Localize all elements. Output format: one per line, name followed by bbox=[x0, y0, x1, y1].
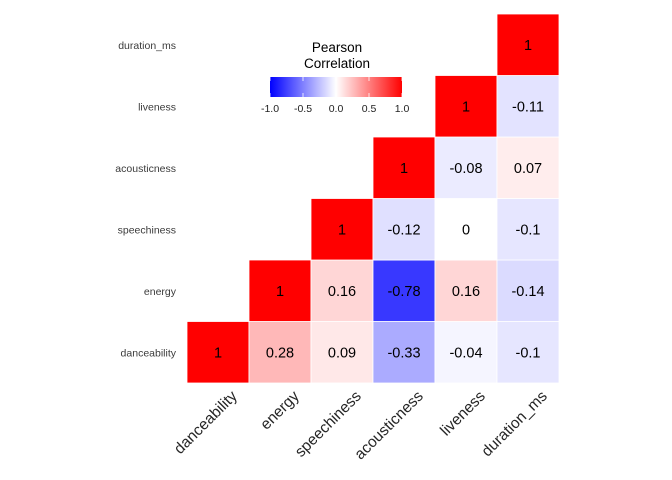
heatmap-cell-acousticness-danceability bbox=[372, 321, 436, 384]
cell-value-duration-ms-duration-ms: 1 bbox=[524, 38, 532, 54]
y-tick-label-speechiness: speechiness bbox=[118, 224, 176, 236]
cell-value-liveness-acousticness: -0.08 bbox=[449, 161, 482, 177]
cell-value-energy-energy: 1 bbox=[276, 284, 284, 300]
legend-tick-label-0-5: 0.5 bbox=[362, 103, 377, 115]
y-tick-label-liveness: liveness bbox=[138, 101, 176, 113]
x-axis-labels: danceability energyspeechinessacousticnes… bbox=[171, 388, 551, 464]
legend-tick-label-1-0: 1.0 bbox=[395, 103, 410, 115]
heatmap-cell-acousticness-acousticness bbox=[372, 136, 436, 199]
x-tick-label-liveness: liveness bbox=[437, 388, 489, 440]
heatmap-cell-acousticness-energy bbox=[372, 259, 436, 322]
cell-value-speechiness-speechiness: 1 bbox=[338, 222, 346, 238]
y-tick-label-duration-ms: duration_ms bbox=[118, 40, 176, 52]
cell-value-duration-ms-acousticness: 0.07 bbox=[514, 161, 542, 177]
cell-value-acousticness-danceability: -0.33 bbox=[387, 345, 420, 361]
legend-tick-label-0-5: -0.5 bbox=[294, 103, 312, 115]
y-tick-label-energy: energy bbox=[144, 286, 177, 298]
cell-value-liveness-liveness: 1 bbox=[462, 99, 470, 115]
cell-value-duration-ms-liveness: -0.11 bbox=[512, 99, 544, 115]
cell-value-danceability-danceability: 1 bbox=[214, 345, 222, 361]
heatmap-cell-energy-danceability bbox=[248, 321, 312, 384]
cell-value-speechiness-energy: 0.16 bbox=[328, 284, 356, 300]
heatmap-cell-liveness-acousticness bbox=[434, 136, 498, 199]
x-tick-label-energy: energy bbox=[257, 388, 303, 434]
heatmap-cell-acousticness-speechiness bbox=[372, 198, 436, 261]
x-tick-label-danceability: danceability bbox=[171, 388, 241, 458]
heatmap-cell-labels: 1 0.28 0.09 -0.33 -0.04 -0.11 0.16 -0.78 0.16 -0.… bbox=[214, 38, 545, 362]
heatmap-cell-duration-ms-danceability bbox=[496, 321, 560, 384]
y-tick-label-acousticness: acousticness bbox=[115, 163, 176, 175]
x-tick-label-duration-ms: duration_ms bbox=[478, 388, 551, 461]
cell-value-liveness-danceability: -0.04 bbox=[449, 345, 482, 361]
cell-value-liveness-energy: 0.16 bbox=[452, 284, 480, 300]
cell-value-duration-ms-danceability: -0.1 bbox=[516, 345, 541, 361]
y-tick-label-danceability: danceability bbox=[121, 347, 177, 359]
heatmap-cell-speechiness-energy bbox=[310, 259, 374, 322]
legend-title-line-2: Correlation bbox=[304, 56, 370, 71]
cell-value-liveness-speechiness: 0 bbox=[462, 222, 470, 238]
cell-value-duration-ms-energy: -0.14 bbox=[511, 284, 544, 300]
cell-value-energy-danceability: 0.28 bbox=[266, 345, 294, 361]
heatmap-cell-danceability-danceability bbox=[186, 321, 250, 384]
legend-tick-label-0-0: 0.0 bbox=[329, 103, 344, 115]
legend-title-line-1: Pearson bbox=[312, 40, 362, 55]
heatmap-cell-liveness-danceability bbox=[434, 321, 498, 384]
heatmap-cell-duration-ms-speechiness bbox=[496, 198, 560, 261]
cell-value-acousticness-energy: -0.78 bbox=[387, 284, 420, 300]
heatmap-cell-liveness-liveness bbox=[434, 75, 498, 138]
cell-value-duration-ms-speechiness: -0.1 bbox=[516, 222, 541, 238]
heatmap-cell-energy-energy bbox=[248, 259, 312, 322]
heatmap-cell-duration-ms-acousticness bbox=[496, 136, 560, 199]
heatmap-cell-liveness-energy bbox=[434, 259, 498, 322]
heatmap-cell-duration-ms-duration-ms bbox=[496, 13, 560, 76]
heatmap-cell-duration-ms-energy bbox=[496, 259, 560, 322]
legend-color-bar bbox=[270, 77, 402, 97]
cell-value-speechiness-danceability: 0.09 bbox=[328, 345, 356, 361]
legend-tick-label-1-0: -1.0 bbox=[261, 103, 279, 115]
heatmap-cells bbox=[186, 13, 560, 384]
y-axis-labels: danceability energy speechiness acousticnes… bbox=[115, 40, 176, 360]
heatmap-cell-duration-ms-liveness bbox=[496, 75, 560, 138]
heatmap-cell-speechiness-speechiness bbox=[310, 198, 374, 261]
cell-value-acousticness-acousticness: 1 bbox=[400, 161, 408, 177]
cell-value-acousticness-speechiness: -0.12 bbox=[387, 222, 420, 238]
